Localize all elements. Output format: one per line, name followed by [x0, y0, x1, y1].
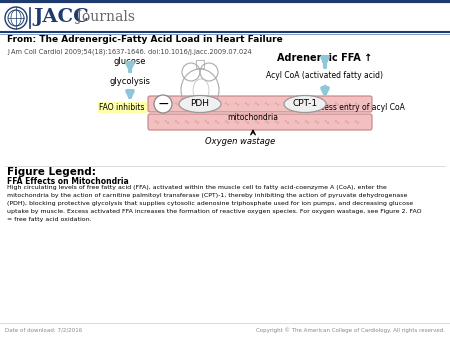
- Text: Adrenergic FFA ↑: Adrenergic FFA ↑: [277, 53, 373, 63]
- Text: Excess entry of acyl CoA: Excess entry of acyl CoA: [311, 102, 405, 112]
- Text: (PDH), blocking protective glycolysis that supplies cytosolic adenosine triphosp: (PDH), blocking protective glycolysis th…: [7, 201, 413, 207]
- Text: uptake by muscle. Excess activated FFA increases the formation of reactive oxyge: uptake by muscle. Excess activated FFA i…: [7, 210, 422, 215]
- Ellipse shape: [179, 96, 221, 113]
- Text: glycolysis: glycolysis: [109, 77, 150, 87]
- Text: = free fatty acid oxidation.: = free fatty acid oxidation.: [7, 217, 92, 222]
- Bar: [196, 60, 204, 68]
- Text: Journals: Journals: [72, 10, 135, 24]
- Text: Oxygen wastage: Oxygen wastage: [205, 138, 275, 146]
- Text: Copyright © The American College of Cardiology. All rights reserved.: Copyright © The American College of Card…: [256, 327, 445, 333]
- Text: High circulating levels of free fatty acid (FFA), activated within the muscle ce: High circulating levels of free fatty ac…: [7, 186, 387, 191]
- Circle shape: [5, 7, 27, 29]
- Circle shape: [154, 95, 172, 113]
- FancyBboxPatch shape: [148, 96, 372, 112]
- Text: From: The Adrenergic-Fatty Acid Load in Heart Failure: From: The Adrenergic-Fatty Acid Load in …: [7, 35, 283, 45]
- Text: Acyl CoA (activated fatty acid): Acyl CoA (activated fatty acid): [266, 72, 383, 80]
- Text: PDH: PDH: [190, 99, 210, 108]
- FancyBboxPatch shape: [148, 114, 372, 130]
- Text: JACC: JACC: [33, 8, 89, 26]
- Ellipse shape: [284, 96, 326, 113]
- Text: mitochondria: mitochondria: [228, 114, 279, 122]
- FancyBboxPatch shape: [98, 101, 147, 113]
- Text: J Am Coll Cardiol 2009;54(18):1637-1646. doi:10.1016/j.jacc.2009.07.024: J Am Coll Cardiol 2009;54(18):1637-1646.…: [7, 49, 252, 55]
- Text: mitochondria by the action of carnitine palmitoyl transferase (CPT)-1, thereby i: mitochondria by the action of carnitine …: [7, 193, 407, 198]
- Text: FAO inhibits: FAO inhibits: [99, 102, 145, 112]
- Text: FFA Effects on Mitochondria: FFA Effects on Mitochondria: [7, 176, 129, 186]
- Text: Date of download: 7/2/2016: Date of download: 7/2/2016: [5, 328, 82, 333]
- Text: glucose: glucose: [114, 57, 146, 67]
- Text: Figure Legend:: Figure Legend:: [7, 167, 96, 177]
- Text: −: −: [157, 97, 169, 111]
- Bar: [0, 0, 450, 33]
- Text: CPT-1: CPT-1: [292, 99, 318, 108]
